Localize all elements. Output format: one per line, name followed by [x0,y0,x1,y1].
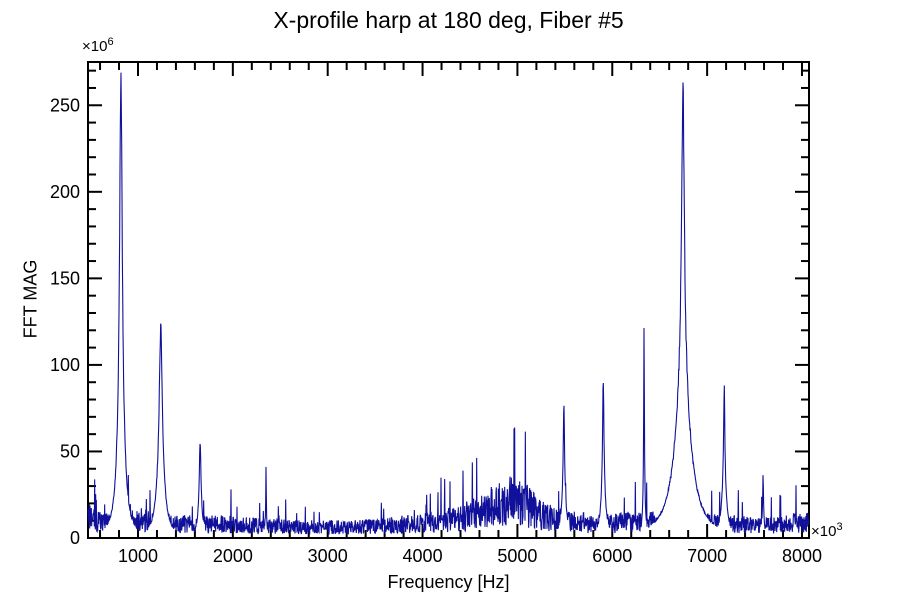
plot-title: X-profile harp at 180 deg, Fiber #5 [273,7,624,33]
x-axis-title: Frequency [Hz] [387,572,510,592]
y-axis-multiplier-exponent: 6 [107,36,114,48]
y-axis-title: FFT MAG [20,259,41,339]
x-tick-label: 2000 [213,546,253,566]
y-tick-label: 150 [50,268,80,288]
y-tick-label: 100 [50,355,80,375]
x-tick-label: 5000 [497,546,537,566]
plot-frame [87,61,810,539]
y-tick-label: 0 [70,528,80,548]
x-axis-multiplier-base: ×10 [811,523,837,540]
x-tick-label: 6000 [592,546,632,566]
x-tick-label: 7000 [687,546,727,566]
x-tick-label: 1000 [118,546,158,566]
spectrum-line [87,72,810,536]
x-tick-label: 4000 [403,546,443,566]
y-tick-label: 250 [50,95,80,115]
y-axis-multiplier: ×106 [82,36,114,55]
x-tick-label: 8000 [782,546,822,566]
y-tick-label: 50 [60,441,80,461]
y-axis-multiplier-base: ×10 [82,38,108,55]
y-tick-label: 200 [50,182,80,202]
x-axis-multiplier: ×103 [811,521,843,540]
x-axis-multiplier-exponent: 3 [836,521,843,533]
x-tick-label: 3000 [308,546,348,566]
